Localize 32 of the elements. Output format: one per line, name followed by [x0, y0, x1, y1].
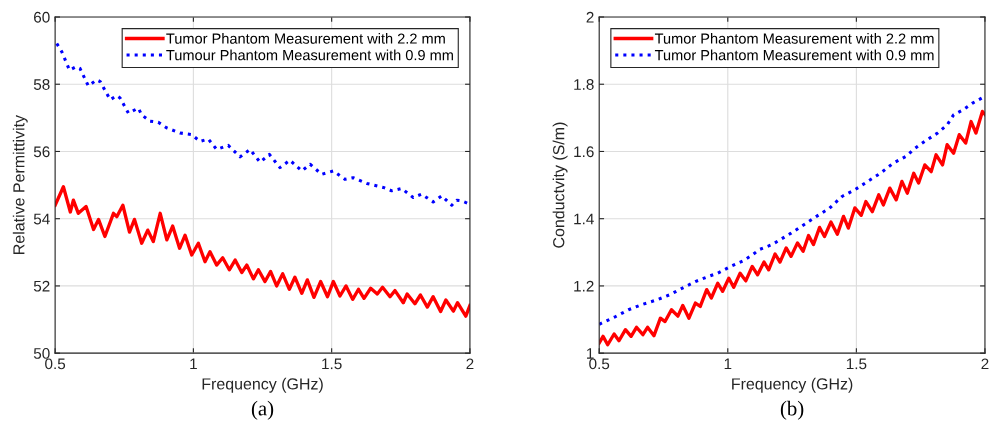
y-tick-label: 60: [34, 11, 50, 23]
x-tick-label: 1: [190, 358, 197, 370]
x-axis-title: Frequency (GHz): [732, 377, 853, 393]
y-tick-label: 1.4: [574, 213, 594, 225]
x-tick-label: 1.5: [846, 358, 867, 370]
x-axis-title: Frequency (GHz): [202, 377, 323, 393]
y-tick-label: 1.2: [574, 280, 594, 292]
legend-label: Tumour Phantom Measurement with 0.9 mm: [166, 49, 453, 61]
legend-label: Tumor Phantom Measurement with 0.9 mm: [654, 49, 934, 61]
y-tick-label: 1.6: [574, 146, 594, 158]
y-tick-label: 54: [33, 213, 50, 225]
y-tick-label: 56: [33, 146, 50, 158]
y-tick-label: 52: [33, 280, 50, 292]
x-tick-label: 2: [466, 358, 474, 370]
x-tick-label: 1.5: [322, 358, 342, 370]
y-tick-label: 58: [33, 79, 50, 90]
y-tick-label: 1.8: [574, 79, 594, 90]
legend-label: Tumor Phantom Measurement with 2.2 mm: [166, 33, 445, 44]
line-series: [55, 185, 470, 318]
y-tick-label: 50: [33, 348, 50, 359]
y-tick-label: 1: [587, 348, 594, 359]
x-tick-label: 2: [981, 358, 989, 370]
y-axis-title: Relative Permittivity: [12, 114, 28, 254]
text: (a): [251, 400, 274, 420]
line-series: [55, 42, 470, 207]
legend-label: Tumor Phantom Measurement with 2.2 mm: [654, 33, 934, 44]
x-tick-label: 1: [724, 358, 732, 370]
x-tick-label: 0.5: [45, 358, 66, 370]
y-axis-title: Conductvity (S/m): [552, 122, 568, 248]
y-tick-label: 2: [586, 11, 594, 23]
text: (b): [780, 400, 804, 420]
x-tick-label: 0.5: [589, 358, 610, 370]
